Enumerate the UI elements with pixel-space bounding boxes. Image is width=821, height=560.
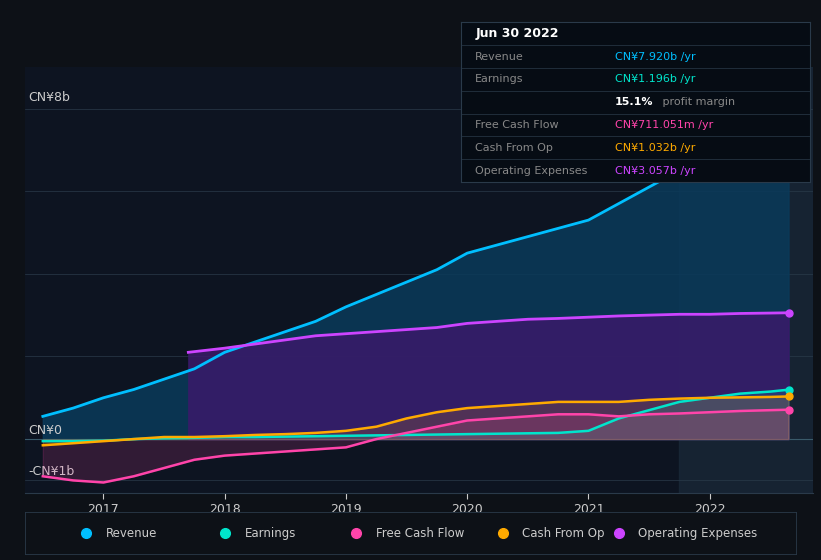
Text: CN¥711.051m /yr: CN¥711.051m /yr: [615, 120, 713, 130]
Text: Revenue: Revenue: [475, 52, 524, 62]
Text: Revenue: Revenue: [106, 527, 157, 540]
Text: CN¥8b: CN¥8b: [29, 91, 71, 104]
Text: 15.1%: 15.1%: [615, 97, 654, 107]
Point: [782, 405, 795, 414]
Text: Operating Expenses: Operating Expenses: [475, 166, 588, 176]
Point: [782, 392, 795, 401]
Bar: [680, 67, 813, 493]
Point: [782, 108, 795, 116]
Text: CN¥0: CN¥0: [29, 424, 62, 437]
Text: Earnings: Earnings: [475, 74, 524, 85]
Text: profit margin: profit margin: [658, 97, 735, 107]
Text: CN¥7.920b /yr: CN¥7.920b /yr: [615, 52, 695, 62]
Point: [782, 385, 795, 394]
Text: CN¥3.057b /yr: CN¥3.057b /yr: [615, 166, 695, 176]
Text: -CN¥1b: -CN¥1b: [29, 465, 75, 478]
Text: Operating Expenses: Operating Expenses: [638, 527, 758, 540]
Point: [782, 309, 795, 318]
Text: Free Cash Flow: Free Cash Flow: [376, 527, 464, 540]
Text: Cash From Op: Cash From Op: [522, 527, 605, 540]
Text: CN¥1.032b /yr: CN¥1.032b /yr: [615, 143, 695, 153]
Text: Earnings: Earnings: [245, 527, 296, 540]
Text: CN¥1.196b /yr: CN¥1.196b /yr: [615, 74, 695, 85]
Text: Free Cash Flow: Free Cash Flow: [475, 120, 559, 130]
Text: Jun 30 2022: Jun 30 2022: [475, 27, 559, 40]
Text: Cash From Op: Cash From Op: [475, 143, 553, 153]
